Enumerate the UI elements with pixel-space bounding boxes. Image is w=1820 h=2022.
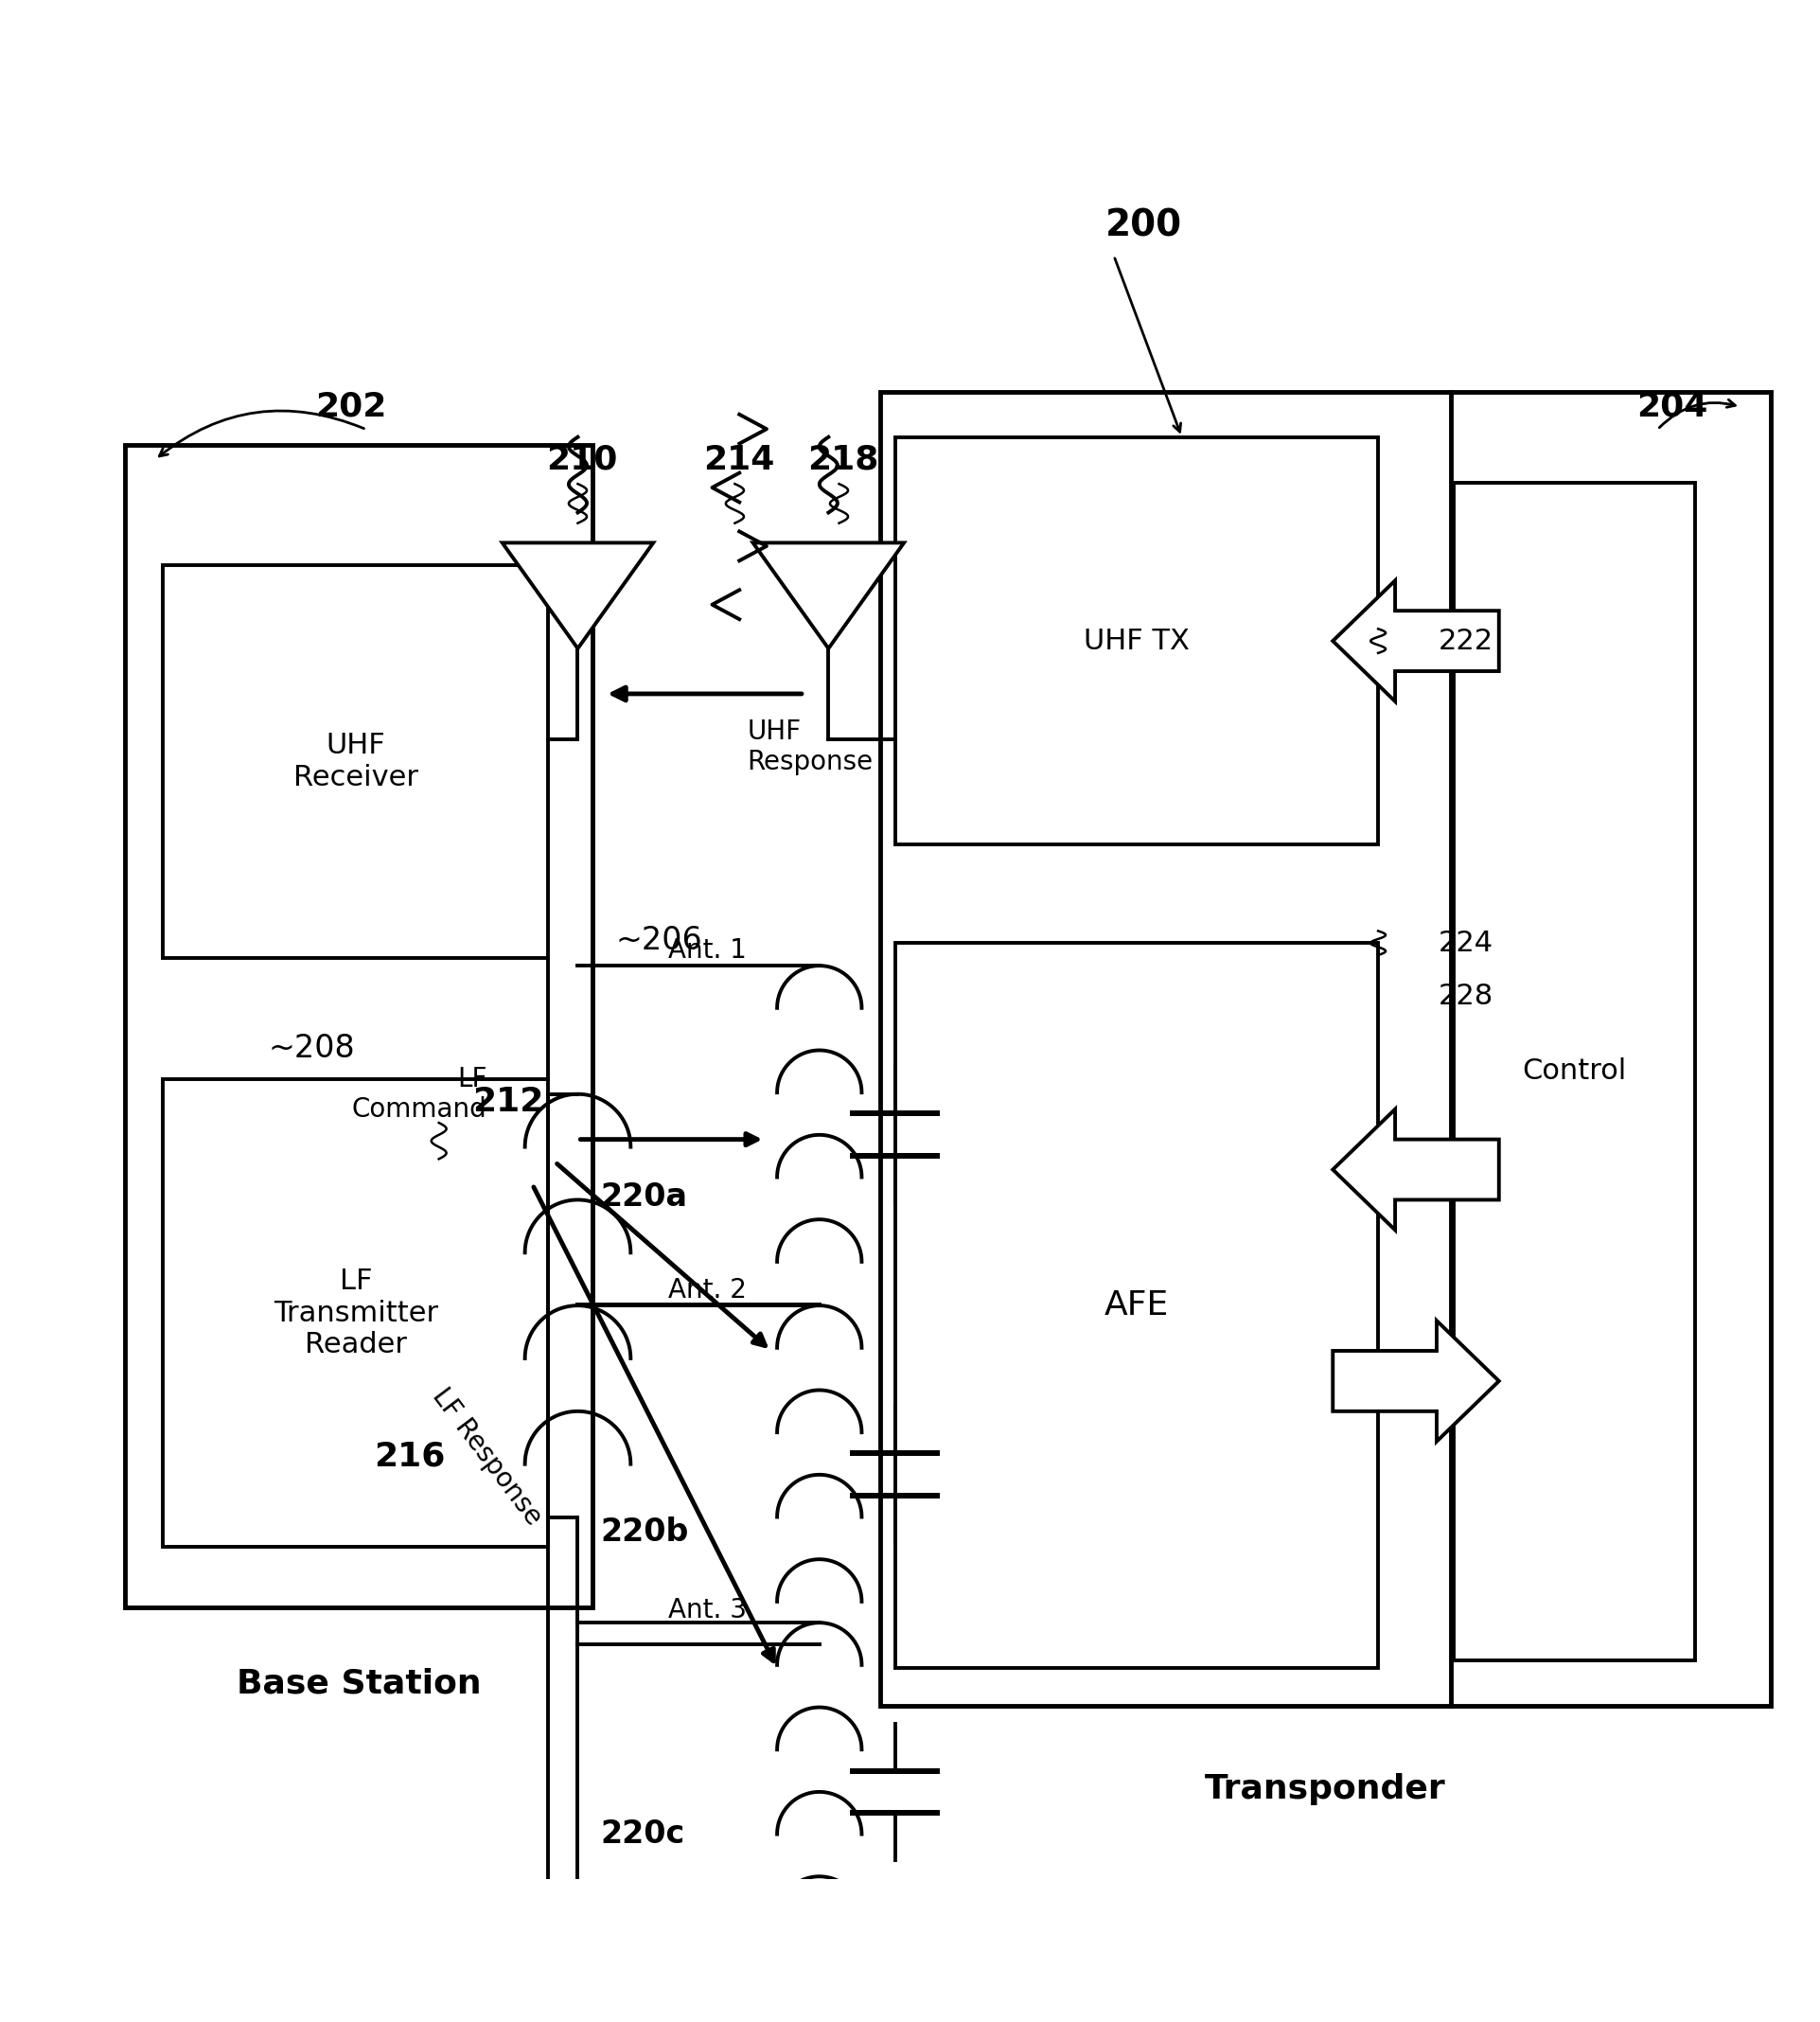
Text: 212: 212 bbox=[471, 1086, 544, 1118]
Bar bbox=[895, 437, 1378, 845]
Text: 220c: 220c bbox=[601, 1818, 684, 1850]
Text: 216: 216 bbox=[373, 1440, 446, 1472]
Bar bbox=[126, 445, 593, 1607]
Text: 220a: 220a bbox=[601, 1181, 688, 1213]
Text: UHF
Receiver: UHF Receiver bbox=[293, 732, 419, 791]
Bar bbox=[1454, 483, 1694, 1660]
Text: Ant. 3: Ant. 3 bbox=[668, 1597, 746, 1624]
Bar bbox=[895, 942, 1378, 1668]
Polygon shape bbox=[1332, 1110, 1500, 1229]
Polygon shape bbox=[1332, 580, 1500, 702]
Text: 218: 218 bbox=[808, 443, 879, 475]
Text: ~206: ~206 bbox=[615, 924, 703, 956]
Text: UHF
Response: UHF Response bbox=[746, 718, 874, 774]
Text: 210: 210 bbox=[546, 443, 619, 475]
Text: Control: Control bbox=[1522, 1058, 1627, 1086]
Text: Ant. 1: Ant. 1 bbox=[668, 938, 746, 964]
Text: 202: 202 bbox=[315, 390, 388, 423]
Text: Base Station: Base Station bbox=[237, 1666, 480, 1698]
Bar bbox=[162, 1080, 548, 1547]
Text: 224: 224 bbox=[1438, 930, 1494, 956]
Text: 228: 228 bbox=[1438, 983, 1494, 1009]
Text: ~208: ~208 bbox=[268, 1033, 355, 1064]
Text: Transponder: Transponder bbox=[1205, 1773, 1445, 1806]
Text: UHF TX: UHF TX bbox=[1083, 627, 1190, 655]
Text: AFE: AFE bbox=[1105, 1290, 1168, 1322]
Polygon shape bbox=[502, 542, 653, 649]
Text: 220b: 220b bbox=[601, 1516, 688, 1547]
Text: 222: 222 bbox=[1438, 627, 1494, 655]
Text: LF
Command: LF Command bbox=[351, 1066, 488, 1122]
Text: 214: 214 bbox=[704, 443, 775, 475]
Bar bbox=[879, 392, 1771, 1707]
Bar bbox=[162, 566, 548, 958]
Text: LF
Transmitter
Reader: LF Transmitter Reader bbox=[273, 1268, 439, 1359]
Text: Ant. 2: Ant. 2 bbox=[668, 1278, 746, 1304]
Text: 200: 200 bbox=[1107, 208, 1183, 243]
Text: LF Response: LF Response bbox=[428, 1383, 548, 1531]
Polygon shape bbox=[1332, 1320, 1500, 1442]
Polygon shape bbox=[753, 542, 905, 649]
Text: 204: 204 bbox=[1636, 390, 1709, 423]
